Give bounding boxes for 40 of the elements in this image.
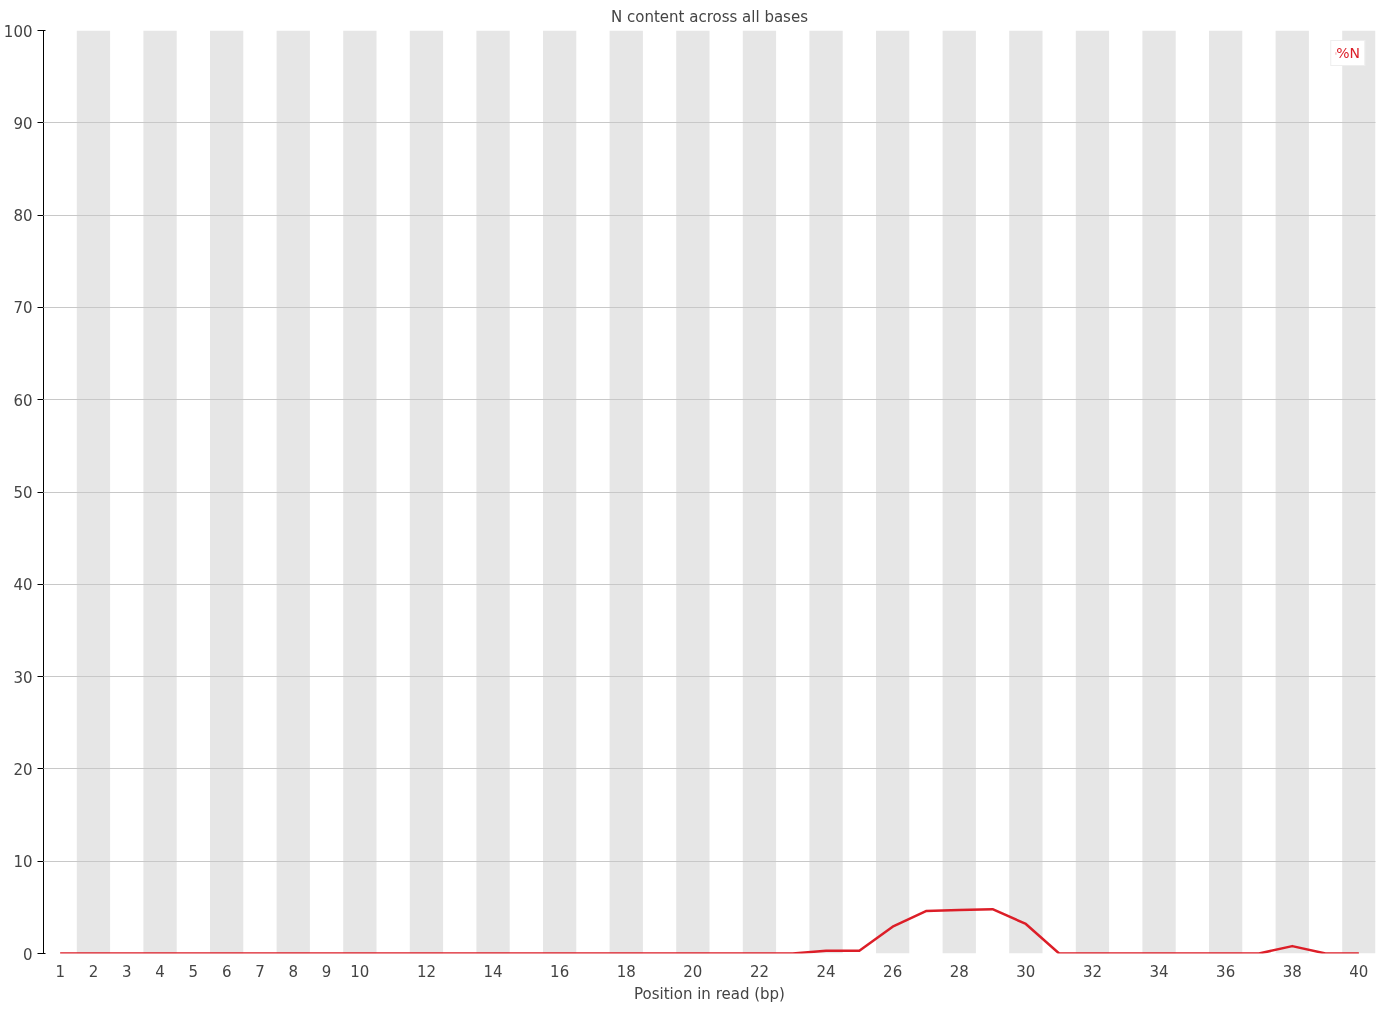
- x-tick-label: 8: [288, 962, 299, 981]
- y-tick-label: 40: [13, 576, 33, 595]
- x-tick-label: 30: [1016, 962, 1036, 981]
- x-tick-label: 38: [1282, 962, 1302, 981]
- y-tick-label: 50: [13, 484, 33, 502]
- y-tick-label: 10: [13, 853, 33, 872]
- x-tick-label: 7: [255, 962, 265, 981]
- x-tick-label: 2: [88, 962, 99, 981]
- y-tick-label: 90: [13, 114, 33, 133]
- y-tick-label: 80: [13, 207, 33, 226]
- x-tick-label: 36: [1216, 962, 1236, 981]
- y-tick-label: 100: [3, 22, 33, 41]
- legend-label: %N: [1336, 45, 1360, 61]
- y-tick-label: 20: [13, 760, 33, 779]
- x-tick-label: 22: [749, 962, 769, 981]
- x-tick-label: 20: [683, 962, 703, 981]
- x-tick-label: 40: [1349, 962, 1369, 981]
- x-tick-label: 26: [883, 962, 903, 981]
- x-tick-label: 12: [416, 962, 436, 981]
- x-tick-label: 5: [188, 962, 199, 981]
- x-tick-label: 10: [350, 962, 370, 981]
- x-tick-label: 16: [550, 962, 570, 981]
- x-tick-label: 4: [155, 962, 165, 981]
- y-tick-label: 0: [22, 945, 33, 964]
- x-tick-label: 32: [1082, 962, 1102, 981]
- x-tick-label: 18: [616, 962, 636, 981]
- x-tick-label: 28: [949, 962, 969, 981]
- line-series: [58, 907, 1361, 954]
- x-tick-label: 34: [1149, 962, 1169, 981]
- x-tick-label: 24: [816, 962, 836, 981]
- x-axis-title: Position in read (bp): [634, 984, 785, 1003]
- x-tick-label: 9: [321, 962, 332, 981]
- y-tick-label: 30: [13, 668, 33, 687]
- x-tick-label: 6: [221, 962, 232, 981]
- chart-title: N content across all bases: [611, 7, 809, 26]
- y-tick-label: 70: [13, 299, 33, 318]
- x-tick-label: 3: [121, 962, 132, 981]
- x-tick-label: 14: [483, 962, 503, 981]
- y-tick-label: 60: [13, 391, 33, 410]
- x-tick-label: 1: [55, 962, 65, 981]
